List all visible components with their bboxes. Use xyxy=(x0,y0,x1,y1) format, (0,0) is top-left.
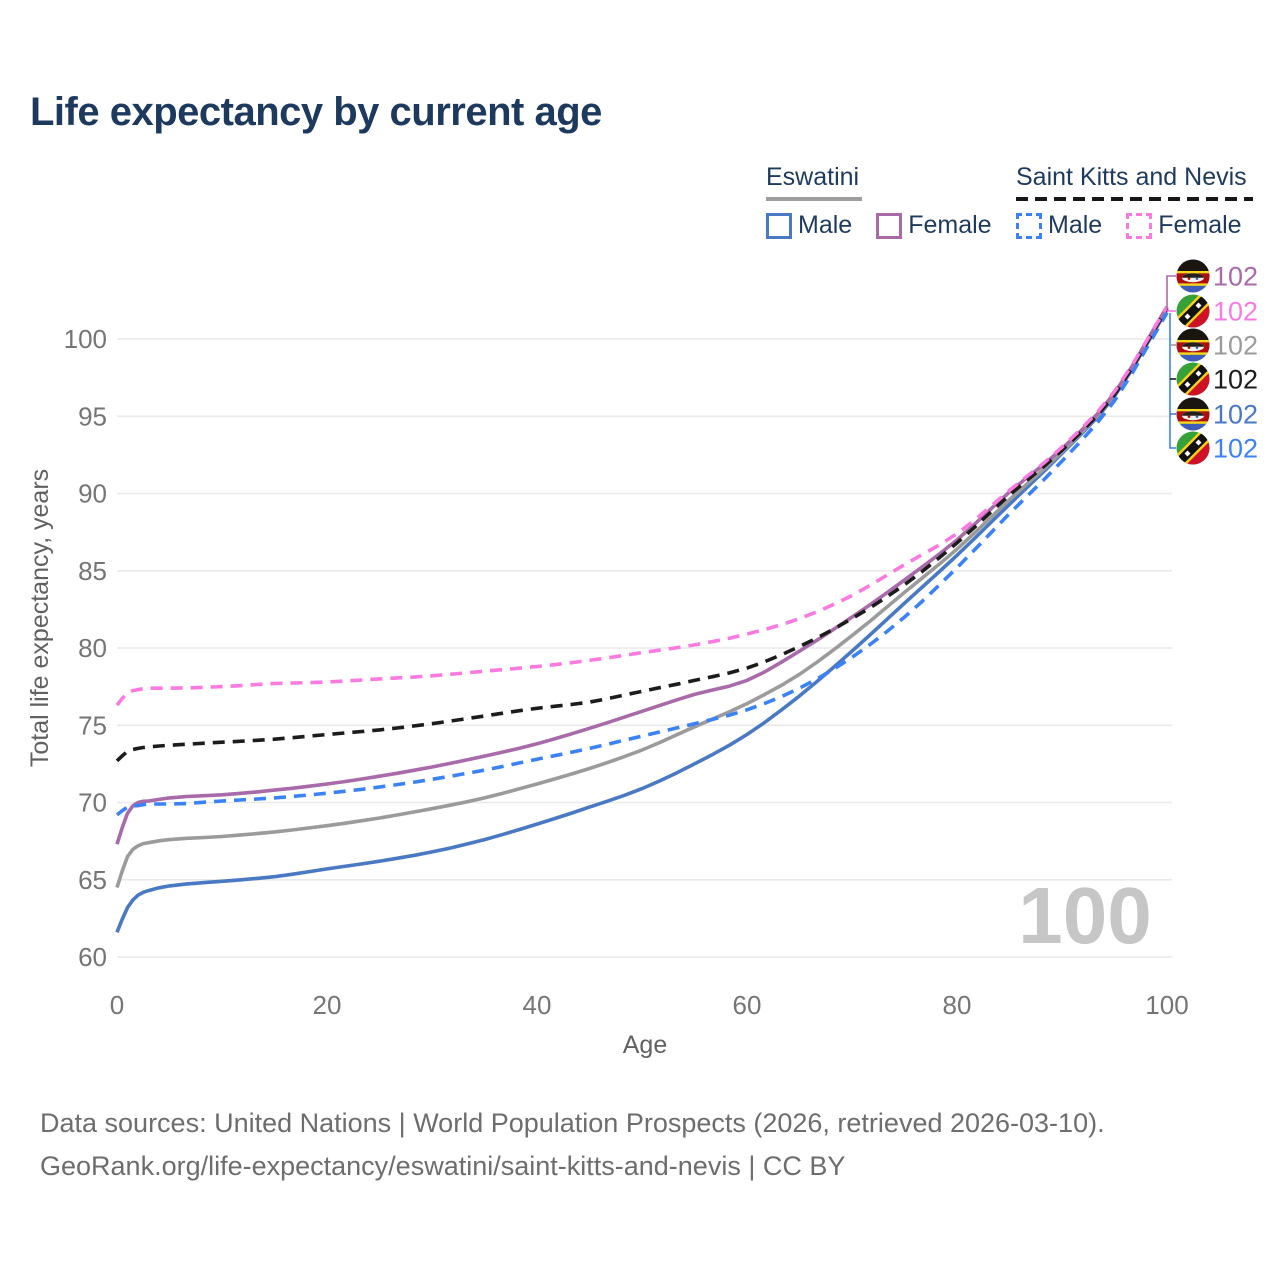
legend-group-title-eswatini: Eswatini xyxy=(766,163,860,191)
y-tick-90: 90 xyxy=(78,479,107,509)
y-tick-labels-group: 60 65 70 75 80 85 90 95 100 xyxy=(64,324,107,972)
y-axis-title: Total life expectancy, years xyxy=(26,469,54,767)
y-tick-85: 85 xyxy=(78,556,107,586)
series-line-saint-kitts-and-nevis-male xyxy=(115,311,1169,817)
legend-item-eswatini-female[interactable]: Female xyxy=(876,211,992,240)
legend-label-eswatini-male: Male xyxy=(798,211,853,239)
legend-swatch-saint-kitts-female xyxy=(1126,212,1153,239)
gridlines-group xyxy=(117,338,1172,958)
x-tick-0: 0 xyxy=(110,990,124,1020)
flag-saint-kitts-and-nevis-icon xyxy=(1176,431,1210,465)
x-tick-labels-group: 0 20 40 60 80 100 xyxy=(110,990,1189,1020)
end-label-leader xyxy=(1166,275,1176,309)
flag-saint-kitts-and-nevis-icon xyxy=(1176,294,1210,328)
end-value-eswatini-female: 102 xyxy=(1213,262,1258,292)
legend-label-saint-kitts-male: Male xyxy=(1048,211,1103,239)
x-tick-20: 20 xyxy=(313,990,342,1020)
x-tick-60: 60 xyxy=(733,990,762,1020)
legend-label-eswatini-female: Female xyxy=(908,211,992,239)
legend-swatch-eswatini-female xyxy=(876,212,903,239)
footer-data-sources: Data sources: United Nations | World Pop… xyxy=(40,1108,1105,1138)
flag-eswatini-icon xyxy=(1176,328,1210,362)
legend-swatch-eswatini-male xyxy=(766,212,792,239)
end-labels-group: 102 102 102 102 102 102 xyxy=(1166,259,1258,465)
flag-eswatini-icon xyxy=(1176,259,1210,293)
legend-group-saint-kitts-and-nevis: Saint Kitts and Nevis Male Female xyxy=(1016,163,1253,240)
flag-saint-kitts-and-nevis-icon xyxy=(1176,362,1210,396)
x-tick-40: 40 xyxy=(523,990,552,1020)
flag-eswatini-icon xyxy=(1176,397,1210,431)
y-tick-60: 60 xyxy=(78,942,107,972)
footer-attribution: GeoRank.org/life-expectancy/eswatini/sai… xyxy=(40,1151,846,1181)
x-tick-100: 100 xyxy=(1145,990,1188,1020)
legend-line-style-saint-kitts-and-nevis xyxy=(1016,197,1253,201)
end-value-eswatini-male: 102 xyxy=(1213,400,1258,430)
y-tick-80: 80 xyxy=(78,633,107,663)
series-line-eswatini-male xyxy=(115,308,1169,933)
footer: Data sources: United Nations | World Pop… xyxy=(40,1102,1105,1188)
legend-swatch-saint-kitts-male xyxy=(1016,212,1042,239)
y-tick-75: 75 xyxy=(78,710,107,740)
legend-item-saint-kitts-female[interactable]: Female xyxy=(1126,211,1242,240)
end-value-saint-kitts-and-nevis-both-sexes: 102 xyxy=(1213,365,1258,395)
series-group xyxy=(115,305,1169,933)
page-title: Life expectancy by current age xyxy=(30,90,602,134)
legend-item-eswatini-male[interactable]: Male xyxy=(766,211,852,240)
plot-hover-area[interactable] xyxy=(117,300,1172,960)
x-axis-title: Age xyxy=(623,1031,667,1059)
x-tick-80: 80 xyxy=(943,990,972,1020)
y-tick-95: 95 xyxy=(78,401,107,431)
series-line-eswatini-both-sexes xyxy=(115,307,1169,889)
y-tick-70: 70 xyxy=(78,788,107,818)
series-line-saint-kitts-and-nevis-both-sexes xyxy=(115,307,1169,763)
end-value-saint-kitts-and-nevis-female: 102 xyxy=(1213,297,1258,327)
legend-group-title-saint-kitts-and-nevis: Saint Kitts and Nevis xyxy=(1016,163,1247,191)
legend-line-style-eswatini xyxy=(766,197,862,201)
hover-age-watermark: 100 xyxy=(1018,871,1151,960)
legend-group-eswatini: Eswatini Male Female xyxy=(766,163,992,240)
end-value-eswatini-both-sexes: 102 xyxy=(1213,331,1258,361)
series-line-saint-kitts-and-nevis-female xyxy=(115,305,1169,707)
series-line-eswatini-female xyxy=(115,305,1169,845)
legend-label-saint-kitts-female: Female xyxy=(1158,211,1242,239)
y-tick-100: 100 xyxy=(64,324,107,354)
end-label-leader xyxy=(1169,313,1176,449)
end-value-saint-kitts-and-nevis-male: 102 xyxy=(1213,434,1258,464)
legend-item-saint-kitts-male[interactable]: Male xyxy=(1016,211,1102,240)
y-tick-65: 65 xyxy=(78,865,107,895)
